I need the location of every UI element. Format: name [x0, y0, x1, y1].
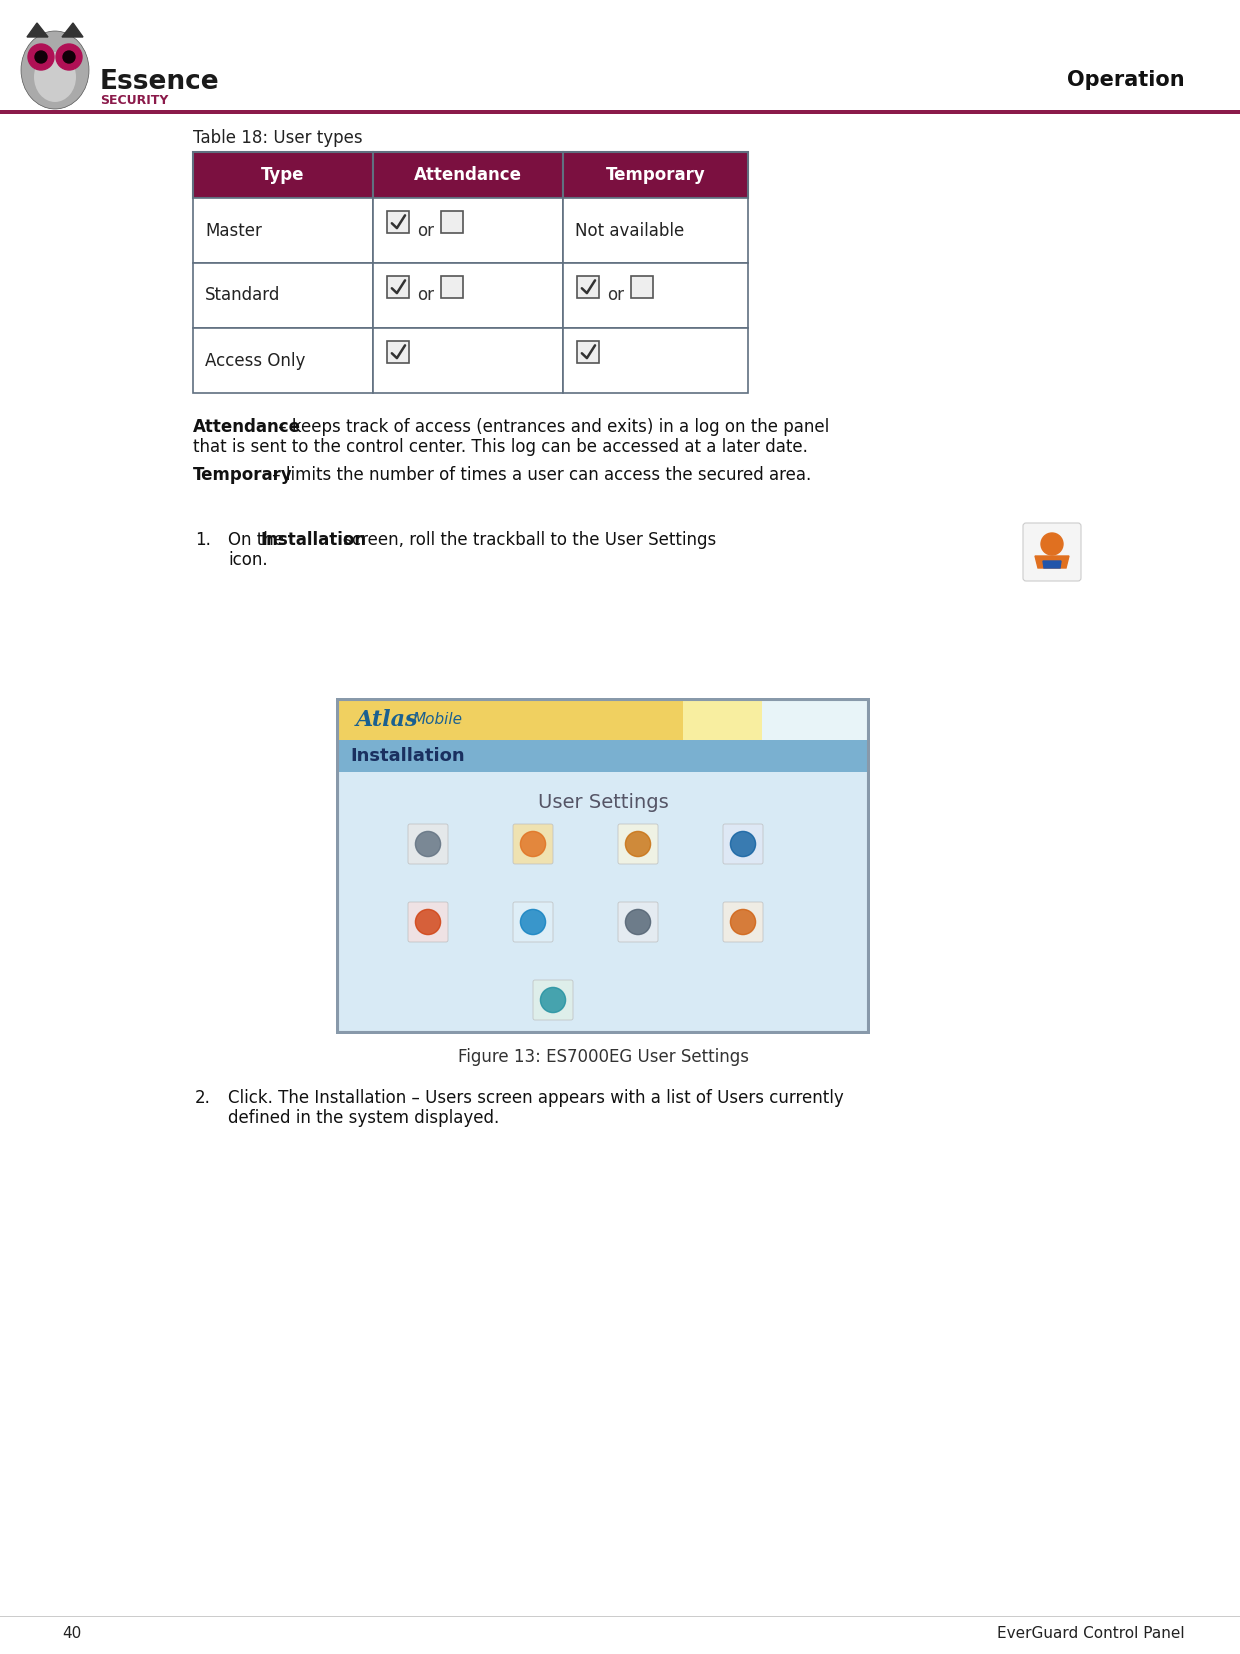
Bar	[387, 276, 409, 298]
Circle shape	[35, 51, 47, 63]
Text: Click. The Installation – Users screen appears with a list of Users currently: Click. The Installation – Users screen a…	[228, 1088, 843, 1107]
FancyBboxPatch shape	[723, 901, 763, 943]
Circle shape	[56, 45, 82, 69]
Text: Mobile: Mobile	[413, 713, 463, 728]
Text: Attendance: Attendance	[193, 418, 301, 437]
Text: User Settings: User Settings	[538, 792, 668, 812]
Text: Operation: Operation	[1068, 69, 1185, 89]
Bar	[193, 327, 373, 394]
Text: or: or	[417, 222, 434, 240]
Bar	[373, 152, 563, 198]
Text: Not available: Not available	[575, 222, 684, 240]
FancyBboxPatch shape	[533, 981, 573, 1021]
Text: Type: Type	[262, 165, 305, 184]
FancyBboxPatch shape	[1023, 523, 1081, 581]
FancyBboxPatch shape	[513, 901, 553, 943]
Text: 40: 40	[62, 1626, 82, 1641]
Text: – keeps track of access (entrances and exits) in a log on the panel: – keeps track of access (entrances and e…	[273, 418, 830, 437]
FancyBboxPatch shape	[513, 824, 553, 863]
Bar	[373, 263, 563, 327]
Circle shape	[415, 910, 440, 935]
Text: EverGuard Control Panel: EverGuard Control Panel	[997, 1626, 1185, 1641]
Polygon shape	[1035, 556, 1069, 567]
Bar	[577, 341, 599, 362]
Bar	[336, 698, 870, 1034]
Bar	[339, 700, 868, 739]
Text: Master: Master	[205, 222, 262, 240]
Circle shape	[29, 45, 55, 69]
Bar	[682, 700, 868, 739]
Text: Installation: Installation	[260, 531, 366, 549]
Text: that is sent to the control center. This log can be accessed at a later date.: that is sent to the control center. This…	[193, 438, 808, 457]
Bar	[387, 341, 409, 362]
Bar	[193, 152, 373, 198]
Text: – limits the number of times a user can access the secured area.: – limits the number of times a user can …	[267, 466, 811, 485]
Bar	[577, 276, 599, 298]
Text: SECURITY: SECURITY	[100, 94, 169, 106]
Polygon shape	[27, 23, 48, 36]
Bar	[563, 152, 748, 198]
FancyBboxPatch shape	[723, 824, 763, 863]
Text: Table 18: User types: Table 18: User types	[193, 129, 362, 147]
Text: or: or	[608, 286, 624, 304]
Bar	[193, 198, 373, 263]
Bar	[387, 210, 409, 233]
Circle shape	[521, 832, 546, 857]
Bar	[0, 111, 1240, 114]
Bar	[373, 327, 563, 394]
Text: Figure 13: ES7000EG User Settings: Figure 13: ES7000EG User Settings	[458, 1049, 749, 1065]
Circle shape	[541, 987, 565, 1012]
Circle shape	[415, 832, 440, 857]
FancyBboxPatch shape	[408, 824, 448, 863]
Text: Temporary: Temporary	[193, 466, 293, 485]
Bar	[441, 210, 463, 233]
Polygon shape	[1043, 561, 1061, 567]
Circle shape	[730, 910, 755, 935]
Text: Installation: Installation	[350, 748, 465, 766]
Bar	[631, 276, 653, 298]
Text: Essence: Essence	[100, 69, 219, 94]
Text: Atlas: Atlas	[356, 710, 419, 731]
Bar	[193, 263, 373, 327]
Text: Standard: Standard	[205, 286, 280, 304]
Text: Temporary: Temporary	[605, 165, 706, 184]
Bar	[763, 700, 868, 739]
Circle shape	[625, 832, 651, 857]
Text: 2.: 2.	[195, 1088, 211, 1107]
Bar	[373, 198, 563, 263]
Circle shape	[1042, 533, 1063, 556]
Circle shape	[625, 910, 651, 935]
Bar	[563, 263, 748, 327]
FancyBboxPatch shape	[618, 901, 658, 943]
FancyBboxPatch shape	[408, 901, 448, 943]
Text: icon.: icon.	[228, 551, 268, 569]
Bar	[339, 772, 868, 1032]
FancyBboxPatch shape	[618, 824, 658, 863]
Bar	[441, 276, 463, 298]
Text: Access Only: Access Only	[205, 352, 305, 369]
Text: defined in the system displayed.: defined in the system displayed.	[228, 1108, 500, 1126]
Bar	[339, 739, 868, 772]
Circle shape	[730, 832, 755, 857]
Text: Attendance: Attendance	[414, 165, 522, 184]
Circle shape	[521, 910, 546, 935]
Bar	[339, 700, 868, 1032]
Circle shape	[63, 51, 74, 63]
Polygon shape	[62, 23, 83, 36]
Bar	[563, 198, 748, 263]
Text: or: or	[417, 286, 434, 304]
Text: On the: On the	[228, 531, 289, 549]
Ellipse shape	[33, 51, 76, 103]
Ellipse shape	[21, 31, 89, 109]
Text: screen, roll the trackball to the User Settings: screen, roll the trackball to the User S…	[339, 531, 717, 549]
Text: 1.: 1.	[195, 531, 211, 549]
Bar	[563, 327, 748, 394]
